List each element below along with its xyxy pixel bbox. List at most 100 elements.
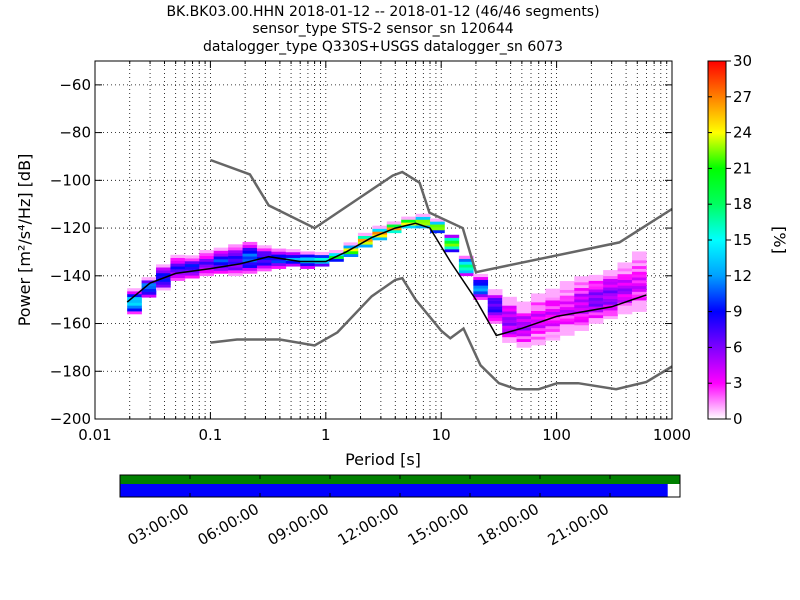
density-cell [343,250,359,255]
density-cell [603,287,618,291]
density-cell [213,247,229,251]
plot-frame [94,60,673,420]
density-cell [559,292,575,296]
density-cell [372,237,388,241]
coverage-tick-label: 18:00:00 [475,500,542,549]
density-cell [603,281,618,285]
density-cell [603,310,618,314]
coverage-tick-label: 09:00:00 [265,500,332,549]
x-axis-label: Period [s] [345,450,421,469]
density-cell [574,304,590,309]
density-cell [170,260,186,264]
density-cell [213,256,229,260]
x-tick-label: 0.01 [78,426,111,444]
density-cell [559,298,575,302]
density-cell [574,279,590,283]
density-cell [458,255,474,259]
y-tick-label: −140 [50,267,91,285]
density-cell [603,278,618,282]
density-cell [516,327,532,331]
density-cell [242,264,258,268]
density-cell [631,282,647,287]
coverage-panel: 03:00:00 06:00:00 09:00:00 12:00:00 15:00:00… [119,474,681,549]
density-cell [199,252,215,257]
density-cell [357,238,373,242]
density-cell [156,272,171,277]
density-cell [386,221,402,225]
density-cell [603,290,618,294]
density-cell [430,221,445,225]
density-cell [617,296,633,300]
density-cell [228,267,243,271]
density-cell [559,315,575,319]
density-cell [372,228,388,232]
density-cell [559,283,575,288]
density-cell [300,265,315,269]
plot-area: 0.01 0.1 1 10 100 1000 −60 −80 −100 −120 −140 −160… [50,60,691,444]
density-cell [314,263,330,267]
density-cell [458,264,474,268]
density-cell [574,284,590,289]
density-cell [256,262,272,266]
density-cell [531,330,546,334]
density-cell [559,301,575,305]
density-cell [516,301,532,305]
density-cell [559,332,575,336]
density-cell [473,279,489,283]
density-cell [199,270,215,274]
density-cell [502,299,517,303]
chart-title: BK.BK03.00.HHN 2018-01-12 -- 2018-01-12 … [166,4,599,55]
density-cell [531,324,546,329]
density-cell [545,300,561,304]
x-tick-label: 1000 [653,426,691,444]
density-cell [357,244,373,248]
density-cell [127,299,142,303]
density-cell [603,292,618,297]
density-cell [574,307,590,311]
density-cell [574,316,590,320]
density-cell [559,329,575,333]
density-cell [545,303,561,307]
density-cell [516,330,532,334]
density-cell [256,248,272,252]
density-cell [228,252,243,257]
density-cell [516,333,532,337]
density-cell [531,296,546,300]
density-cell [156,264,171,268]
density-cell [531,333,546,337]
density-cell [631,305,647,310]
density-cell [141,277,157,281]
noise-model-high [209,158,673,274]
density-cell [617,285,633,289]
density-cell [430,227,445,231]
density-cell [545,331,561,335]
density-cell [631,280,647,284]
density-cell [559,324,575,328]
density-cell [458,272,474,277]
y-axis-label: Power [m²/s⁴/Hz] [dB] [15,154,34,327]
density-cell [574,324,590,329]
density-cell [487,312,503,316]
density-cell [242,267,258,271]
density-cell [502,331,517,335]
density-cell [242,247,258,251]
density-cell [329,252,344,257]
density-cell [516,310,532,314]
density-cell [531,307,546,311]
density-cell [343,242,359,246]
density-cell [415,222,431,226]
colorbar-tick-label: 21 [733,159,752,177]
coverage-tick-label: 15:00:00 [405,500,472,549]
density-cell [617,273,633,278]
density-cell [631,288,647,292]
title-line-1: BK.BK03.00.HHN 2018-01-12 -- 2018-01-12 … [166,4,599,20]
density-cell [631,303,647,307]
density-cell [531,304,546,309]
density-cell [314,257,330,261]
density-cell [516,341,532,345]
noise-model-low [210,276,673,391]
density-cell [156,278,171,282]
density-cell [516,313,532,317]
density-cell [603,298,618,302]
